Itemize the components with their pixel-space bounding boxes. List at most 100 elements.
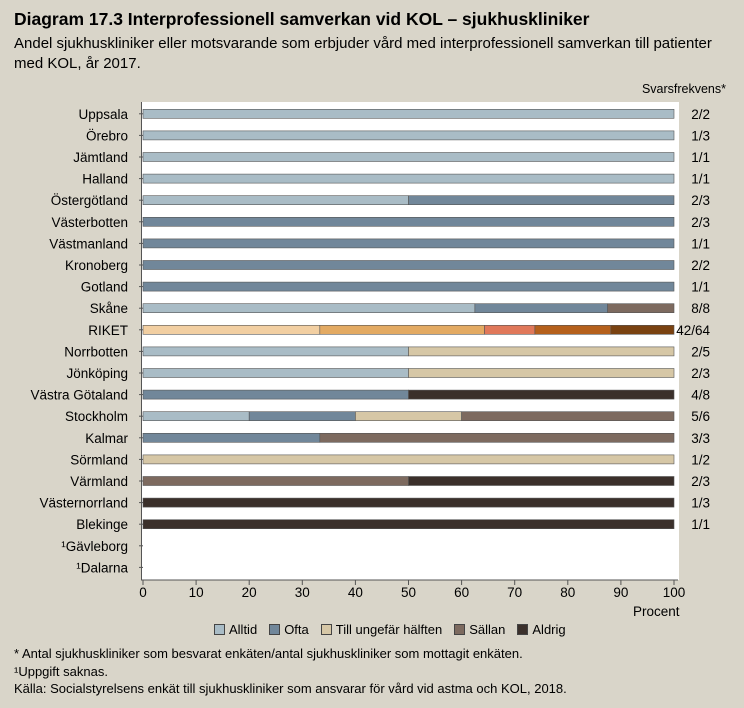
bar-norrbotten-alltid [142,346,409,357]
legend-swatch-alltid [214,624,225,635]
bar-västernorrland-aldrig [142,497,675,508]
legend-item-sallan: Sällan [454,622,505,637]
bar-riket-alltid [142,324,321,335]
x-tick-label-10: 10 [189,585,204,600]
response-rate-blekinge: 1/1 [691,517,710,532]
response-rate-örebro: 1/3 [691,128,710,143]
legend-item-ofta: Ofta [269,622,309,637]
x-tick-label-70: 70 [507,585,522,600]
bar-västra-götaland-ofta [142,389,409,400]
y-label-västra-götaland: Västra Götaland [30,388,128,403]
response-rate-uppsala: 2/2 [691,107,710,122]
bar-stockholm-alltid [142,411,250,422]
y-label-örebro: Örebro [86,128,128,143]
x-tick-label-0: 0 [139,585,147,600]
bar-östergötland-alltid [142,195,409,205]
legend-label-halften: Till ungefär hälften [335,622,443,637]
legend-swatch-sallan [454,624,466,635]
legend-swatch-ofta [269,624,281,635]
legend-label-aldrig: Aldrig [532,622,566,637]
bar-västerbotten-ofta [142,217,675,227]
y-label-kronoberg: Kronoberg [65,258,128,273]
response-rate-västra-götaland: 4/8 [691,388,710,403]
response-rate-norrbotten: 2/5 [691,344,710,359]
response-rate-kalmar: 3/3 [691,431,710,446]
bar-skåne-ofta [474,303,608,314]
bar-gotland-ofta [142,281,675,292]
y-label-norrbotten: Norrbotten [64,344,128,359]
bar-västra-götaland-aldrig [408,389,675,400]
bar-värmland-aldrig [408,476,675,486]
chart-subtitle: Andel sjukhuskliniker eller motsvarande … [14,35,712,72]
bar-örebro-alltid [142,130,675,141]
x-axis-label: Procent [633,604,680,619]
y-label-jämtland: Jämtland [73,150,128,165]
y-label-gävleborg: ¹Gävleborg [61,539,128,554]
x-tick-label-60: 60 [454,585,469,600]
bar-riket-aldrig [610,324,675,335]
legend-item-halften: Till ungefär hälften [320,622,443,637]
x-tick-label-30: 30 [295,585,310,600]
bar-skåne-alltid [142,303,476,314]
y-label-stockholm: Stockholm [65,409,128,424]
x-tick-label-100: 100 [663,585,686,600]
legend: Alltid Ofta Till ungefär hälften Sällan … [214,622,566,637]
response-rate-riket: 42/64 [676,323,710,338]
bar-blekinge-aldrig [142,519,675,530]
bar-östergötland-ofta [408,195,675,205]
response-rate-sörmland: 1/2 [691,452,710,467]
y-label-sörmland: Sörmland [70,452,128,467]
y-label-dalarna: ¹Dalarna [76,560,128,575]
y-label-västernorrland: Västernorrland [39,496,128,511]
response-rate-halland: 1/1 [691,172,710,187]
legend-swatch-halften [320,624,332,635]
y-label-kalmar: Kalmar [85,431,128,446]
legend-item-aldrig: Aldrig [517,622,566,637]
legend-label-ofta: Ofta [284,622,309,637]
bar-skåne-sällan [607,303,675,314]
y-label-jönköping: Jönköping [66,366,128,381]
response-rate-jämtland: 1/1 [691,150,710,165]
bar-värmland-sällan [142,476,409,486]
y-label-skåne: Skåne [90,301,128,316]
y-label-riket: RIKET [88,323,128,338]
y-label-halland: Halland [82,172,128,187]
bar-halland-alltid [142,173,675,184]
response-rate-kronoberg: 2/2 [691,258,710,273]
response-rate-jönköping: 2/3 [691,366,710,381]
legend-swatch-aldrig [517,624,529,635]
response-rate-östergötland: 2/3 [691,193,710,208]
y-label-östergötland: Östergötland [51,193,128,208]
bar-jämtland-alltid [142,152,675,162]
x-tick-label-40: 40 [348,585,363,600]
response-rate-västernorrland: 1/3 [691,496,710,511]
footnote-response-rate: * Antal sjukhuskliniker som besvarat enk… [14,646,523,661]
x-tick-label-50: 50 [401,585,416,600]
response-rate-gotland: 1/1 [691,280,710,295]
response-rate-stockholm: 5/6 [691,409,710,424]
response-rate-värmland: 2/3 [691,474,710,489]
footnote-missing-data: ¹Uppgift saknas. [14,663,108,679]
y-label-västmanland: Västmanland [49,236,128,251]
legend-item-alltid: Alltid [214,622,257,637]
bar-stockholm-ofta [248,411,356,422]
bar-riket-ofta [319,324,485,335]
footnotes: * Antal sjukhuskliniker som besvarat enk… [14,645,567,698]
bar-uppsala-alltid [142,109,675,119]
chart-title: Diagram 17.3 Interprofessionell samverka… [14,9,590,29]
y-label-gotland: Gotland [81,280,128,295]
bar-västmanland-ofta [142,238,675,249]
bar-sörmland-till-ungefär-hälften [142,454,675,465]
bar-kalmar-ofta [142,432,321,443]
bar-riket-sällan [534,324,612,335]
bar-norrbotten-till-ungefär-hälften [408,346,675,357]
legend-label-sallan: Sällan [469,622,506,637]
y-label-västerbotten: Västerbotten [51,215,128,230]
bar-riket-till-ungefär-hälften [484,324,536,335]
response-rate-skåne: 8/8 [691,301,710,316]
bar-stockholm-sällan [461,411,675,422]
bar-kronoberg-ofta [142,260,675,270]
y-label-uppsala: Uppsala [78,107,128,122]
bar-stockholm-till-ungefär-hälften [355,411,462,422]
